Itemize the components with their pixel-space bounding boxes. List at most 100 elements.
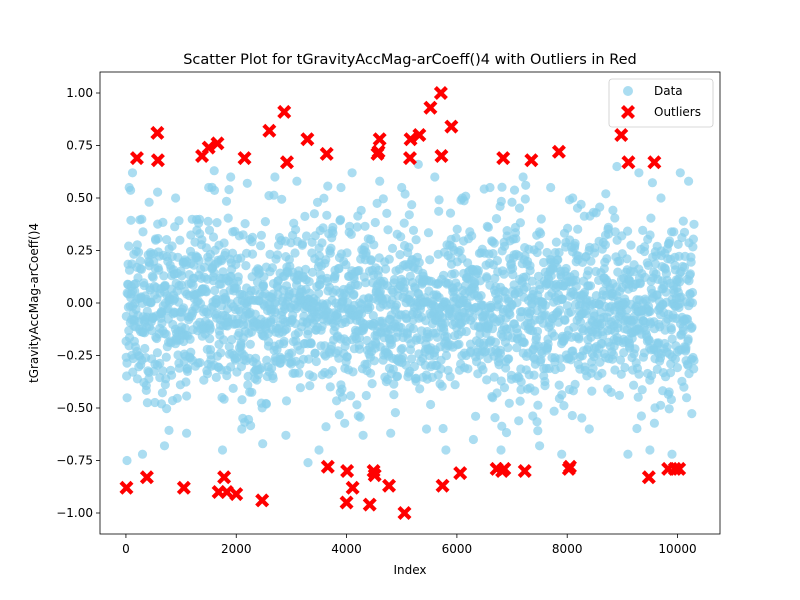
y-tick-label: 1.00 <box>66 86 93 100</box>
data-point <box>366 255 376 265</box>
data-point <box>501 428 512 438</box>
data-point <box>468 312 478 323</box>
data-point <box>368 311 378 321</box>
data-point <box>439 270 449 280</box>
data-point <box>318 223 328 233</box>
data-point <box>679 227 690 237</box>
legend-outliers-label: Outliers <box>654 105 701 119</box>
data-point <box>374 265 384 275</box>
data-point <box>546 271 556 281</box>
data-point <box>667 449 677 459</box>
data-point <box>175 235 185 245</box>
data-point <box>489 238 499 248</box>
data-point <box>496 445 506 455</box>
data-point <box>688 242 698 252</box>
y-tick-label: −0.75 <box>56 454 93 468</box>
data-point <box>317 238 327 248</box>
data-point <box>222 371 232 381</box>
legend-outlier-x-icon <box>621 105 635 119</box>
data-point <box>389 379 399 389</box>
data-point <box>554 247 564 258</box>
data-point <box>608 350 619 360</box>
data-point <box>557 390 567 400</box>
data-point <box>386 428 396 438</box>
outlier-point <box>496 151 511 166</box>
data-point <box>473 265 483 276</box>
data-point <box>637 385 647 395</box>
data-point <box>445 372 455 382</box>
data-point <box>306 339 316 349</box>
outlier-point <box>382 478 397 493</box>
data-point <box>664 404 674 414</box>
data-point <box>365 302 375 312</box>
data-point <box>688 234 699 244</box>
data-point <box>616 369 626 379</box>
data-point <box>515 218 526 228</box>
data-point <box>689 355 699 366</box>
data-point <box>614 390 625 400</box>
data-point <box>468 434 478 445</box>
data-point <box>122 393 132 403</box>
data-point <box>361 278 371 288</box>
data-point <box>583 266 593 276</box>
data-point <box>521 180 531 190</box>
data-point <box>211 372 221 382</box>
data-point <box>573 224 583 234</box>
data-point <box>442 332 452 342</box>
data-point <box>573 251 583 261</box>
data-point <box>689 364 699 374</box>
data-point <box>495 348 506 358</box>
data-point <box>195 358 205 368</box>
data-point <box>378 194 388 204</box>
data-point <box>307 267 318 277</box>
data-point <box>673 239 683 249</box>
data-point <box>471 411 481 421</box>
data-point <box>612 161 622 172</box>
chart-title: Scatter Plot for tGravityAccMag-arCoeff(… <box>183 52 637 68</box>
y-axis-label: tGravityAccMag-arCoeff()4 <box>27 223 41 383</box>
outlier-point <box>362 497 377 512</box>
data-point <box>633 392 643 402</box>
x-tick-label: 6000 <box>442 542 473 556</box>
data-point <box>519 338 529 348</box>
data-point <box>153 233 163 244</box>
data-point <box>603 222 614 232</box>
data-point <box>242 178 252 188</box>
data-point <box>355 412 365 422</box>
data-point <box>675 277 685 287</box>
data-point <box>533 426 543 436</box>
data-point <box>159 271 169 281</box>
data-point <box>490 337 501 347</box>
data-point <box>662 342 672 352</box>
data-point <box>136 264 147 274</box>
data-point <box>543 339 553 349</box>
data-point <box>321 255 331 265</box>
data-point <box>188 280 198 290</box>
data-point <box>217 445 228 455</box>
data-point <box>678 216 688 226</box>
data-point <box>162 404 172 414</box>
data-point <box>358 430 368 440</box>
data-point <box>197 235 207 245</box>
outlier-point <box>217 470 232 485</box>
data-point <box>122 455 132 466</box>
outlier-point <box>672 461 687 476</box>
data-point <box>226 172 236 182</box>
data-point <box>281 324 292 334</box>
data-point <box>532 326 543 336</box>
data-point <box>138 227 148 237</box>
data-point <box>496 196 506 206</box>
data-point <box>130 286 140 296</box>
data-point <box>354 344 365 354</box>
legend-box <box>608 78 714 128</box>
data-point <box>610 227 620 237</box>
data-point <box>314 288 324 298</box>
data-point <box>425 255 435 265</box>
data-point <box>666 325 677 335</box>
data-point <box>352 222 362 232</box>
data-point <box>491 214 502 224</box>
data-point <box>137 449 148 459</box>
data-point <box>509 185 520 195</box>
data-point <box>415 384 425 394</box>
data-point <box>361 390 371 401</box>
